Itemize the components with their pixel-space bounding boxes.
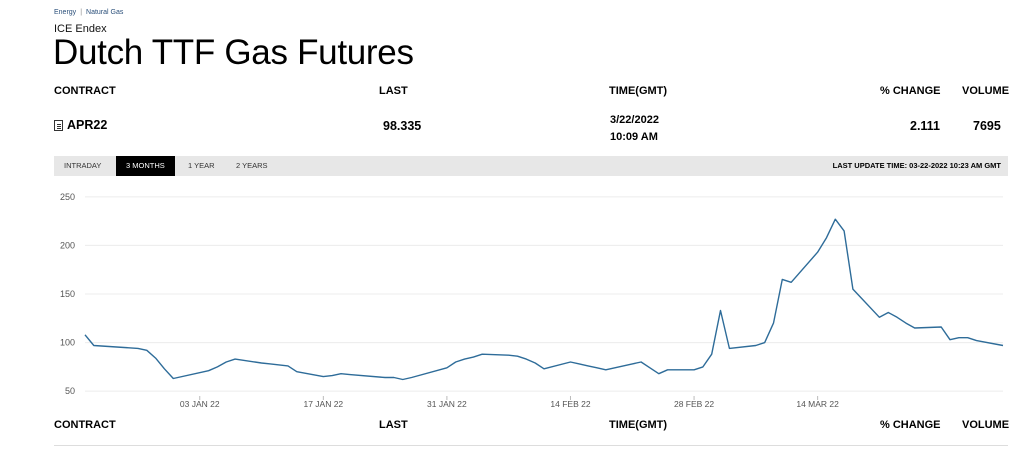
- x-tick-label: 14 FEB 22: [550, 399, 590, 409]
- x-tick-label: 03 JAN 22: [180, 399, 220, 409]
- x-tick-label: 14 MAR 22: [796, 399, 839, 409]
- y-tick-label: 250: [60, 192, 75, 202]
- volume-value: 7695: [973, 119, 1001, 133]
- range-toolbar: INTRADAY 3 MONTHS 1 YEAR 2 YEARS LAST UP…: [54, 156, 1008, 176]
- contract-cell[interactable]: APR22: [54, 118, 107, 132]
- bottom-contract-header: CONTRACT: [54, 419, 116, 431]
- last-update-time: LAST UPDATE TIME: 03-22-2022 10:23 AM GM…: [832, 161, 1001, 170]
- bottom-change-header: % CHANGE: [880, 419, 941, 431]
- x-tick-label: 17 JAN 22: [303, 399, 343, 409]
- time-value: 3/22/2022 10:09 AM: [610, 112, 659, 146]
- change-value: 2.111: [910, 119, 940, 133]
- time-date: 3/22/2022: [610, 114, 659, 126]
- tab-1-year[interactable]: 1 YEAR: [188, 161, 215, 170]
- y-tick-label: 50: [65, 386, 75, 396]
- price-chart: 50 100 150 200 250 03 JAN 22 17 JAN 22 31 JAN 2…: [0, 190, 1024, 410]
- last-header: LAST: [379, 85, 408, 97]
- price-series-line: [84, 218, 1004, 381]
- y-tick-label: 150: [60, 289, 75, 299]
- bottom-time-header: TIME(GMT): [609, 419, 668, 431]
- contract-header: CONTRACT: [54, 85, 116, 97]
- page-title: Dutch TTF Gas Futures: [53, 33, 414, 72]
- tab-2-years[interactable]: 2 YEARS: [236, 161, 268, 170]
- document-icon: [54, 119, 63, 131]
- breadcrumb-energy-link[interactable]: Energy: [54, 9, 77, 16]
- x-tick-label: 31 JAN 22: [427, 399, 467, 409]
- tab-3-months[interactable]: 3 MONTHS: [116, 156, 175, 176]
- bottom-last-header: LAST: [379, 419, 408, 431]
- last-value: 98.335: [383, 119, 422, 133]
- breadcrumb-natural-gas-link[interactable]: Natural Gas: [86, 9, 124, 16]
- price-chart-svg: 50 100 150 200 250 03 JAN 22 17 JAN 22 31 JAN 2…: [60, 192, 1004, 409]
- breadcrumb-separator: |: [80, 9, 83, 16]
- exchange-name: ICE Endex: [54, 23, 107, 35]
- breadcrumb: Energy | Natural Gas: [54, 9, 123, 16]
- bottom-divider: [54, 445, 1008, 446]
- change-header: % CHANGE: [880, 85, 941, 97]
- y-tick-label: 100: [60, 338, 75, 348]
- contract-value: APR22: [67, 118, 108, 132]
- time-clock: 10:09 AM: [610, 131, 658, 143]
- bottom-volume-header: VOLUME: [962, 419, 1010, 431]
- time-header: TIME(GMT): [609, 85, 668, 97]
- volume-header: VOLUME: [962, 85, 1010, 97]
- x-tick-label: 28 FEB 22: [674, 399, 714, 409]
- tab-intraday[interactable]: INTRADAY: [64, 161, 102, 170]
- y-tick-label: 200: [60, 240, 75, 250]
